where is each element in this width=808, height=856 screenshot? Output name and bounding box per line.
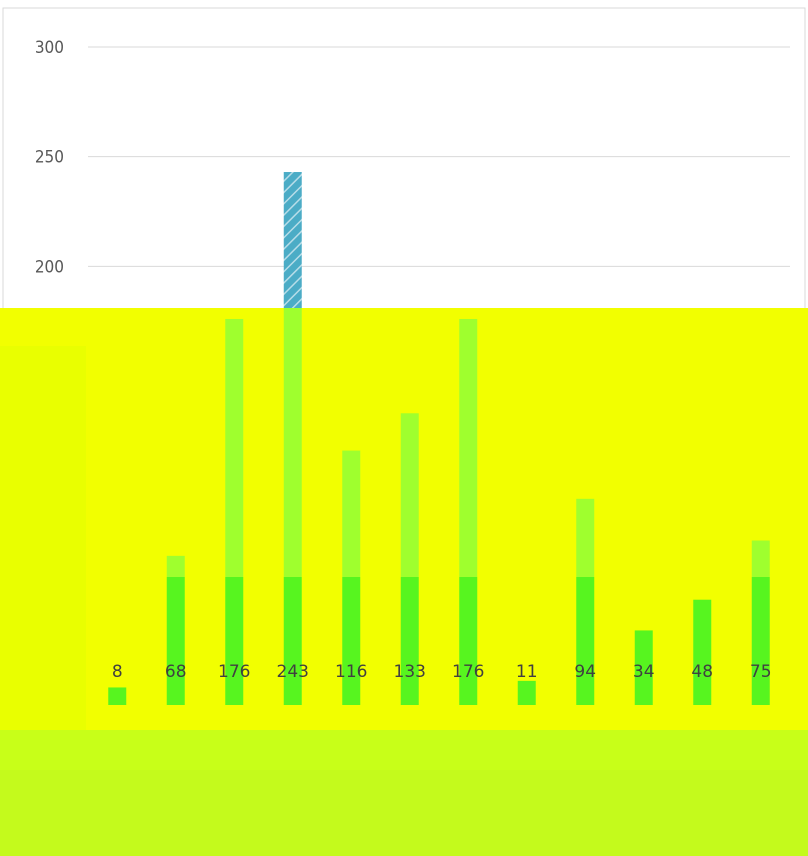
green-overlay-band bbox=[0, 770, 808, 856]
yellow-overlay-block bbox=[0, 308, 808, 730]
y-tick-label: 250 bbox=[35, 148, 64, 168]
y-tick-label: 200 bbox=[35, 257, 64, 277]
y-tick-label: 300 bbox=[35, 38, 64, 58]
yellow-overlay-edge bbox=[0, 346, 86, 730]
